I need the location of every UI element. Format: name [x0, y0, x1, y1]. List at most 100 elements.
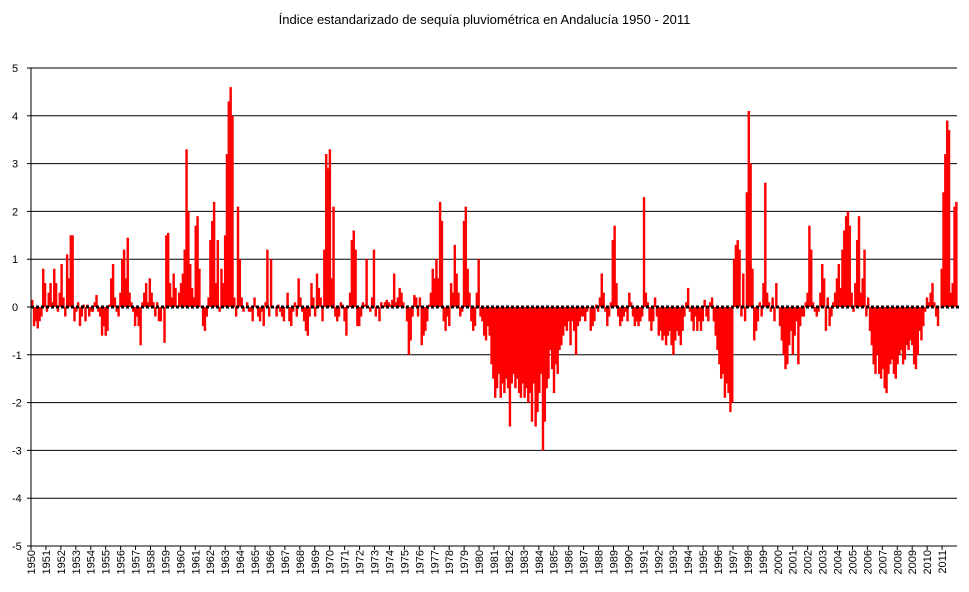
bar — [828, 307, 831, 327]
bar — [245, 302, 249, 307]
x-tick-label: 1951 — [41, 550, 53, 574]
bar — [613, 225, 616, 307]
bar — [640, 307, 644, 317]
bar — [324, 154, 328, 307]
bar — [554, 307, 558, 365]
bar — [218, 307, 221, 312]
bar — [582, 307, 585, 317]
bar — [405, 307, 409, 322]
bar — [878, 307, 881, 374]
x-tick-label: 1982 — [504, 550, 516, 574]
bar — [34, 307, 38, 322]
bar — [166, 232, 170, 307]
bar — [332, 206, 335, 307]
x-tick-label: 1950 — [26, 550, 38, 574]
bar — [506, 307, 510, 389]
x-tick-label: 2005 — [847, 550, 859, 574]
bar — [936, 307, 940, 327]
bar — [291, 307, 295, 312]
bar — [275, 307, 278, 317]
bar — [844, 216, 848, 307]
bar — [648, 307, 651, 322]
x-tick-label: 1986 — [564, 550, 576, 574]
bar — [883, 307, 886, 389]
bar — [538, 307, 541, 394]
bar — [203, 307, 207, 331]
bar — [121, 259, 124, 307]
bar — [264, 302, 267, 307]
bar — [723, 307, 727, 398]
bar — [953, 206, 956, 307]
bar — [517, 307, 521, 394]
bar — [273, 307, 276, 308]
y-tick-label: -3 — [12, 445, 22, 457]
x-tick-label: 1964 — [235, 550, 247, 574]
bar — [593, 307, 596, 322]
bar — [468, 292, 471, 307]
bar — [600, 273, 603, 307]
bar — [354, 249, 357, 307]
bar — [830, 307, 833, 317]
bar — [629, 302, 633, 307]
bar — [310, 283, 313, 307]
bar — [734, 244, 738, 307]
bar — [848, 225, 852, 307]
bar — [685, 302, 688, 307]
bar — [672, 307, 675, 355]
bar — [690, 307, 694, 322]
bar — [585, 307, 589, 312]
bar — [334, 307, 337, 317]
bar — [692, 307, 695, 331]
x-tick-label: 1980 — [474, 550, 486, 574]
bar — [589, 307, 592, 331]
bar — [525, 307, 528, 389]
bar — [392, 273, 396, 307]
bar — [475, 292, 479, 307]
x-tick-label: 1996 — [713, 550, 725, 574]
bar — [352, 230, 355, 307]
y-tick-label: 5 — [12, 63, 18, 75]
bar — [87, 307, 91, 317]
bar — [710, 297, 714, 307]
x-tick-label: 1991 — [638, 550, 650, 574]
bar — [170, 297, 174, 307]
bar — [514, 307, 517, 389]
chart-title: Índice estandarizado de sequía pluviomét… — [278, 12, 691, 27]
bar — [870, 307, 874, 346]
bar — [539, 307, 543, 374]
bar — [65, 254, 69, 307]
bar — [339, 302, 343, 307]
bar — [97, 307, 100, 312]
bar — [369, 307, 372, 312]
bar — [106, 307, 109, 331]
bar — [126, 237, 129, 307]
bar — [403, 307, 407, 308]
bar — [797, 307, 800, 365]
bar — [911, 307, 914, 346]
bar — [100, 307, 104, 336]
x-tick-label: 1976 — [414, 550, 426, 574]
bar — [550, 307, 554, 370]
bar — [850, 292, 853, 307]
bar — [703, 299, 706, 307]
bar — [73, 307, 76, 322]
bar — [234, 307, 238, 317]
x-tick-label: 1994 — [683, 550, 695, 574]
bar — [473, 307, 477, 327]
x-tick-label: 1969 — [310, 550, 322, 574]
bar — [857, 216, 861, 307]
bar — [415, 297, 418, 307]
bar — [53, 268, 56, 307]
bar — [251, 307, 254, 322]
bar — [211, 220, 214, 307]
x-tick-label: 2008 — [892, 550, 904, 574]
bar — [67, 278, 71, 307]
bar — [192, 297, 196, 307]
bar — [416, 307, 420, 317]
bar — [854, 283, 857, 307]
bar — [84, 307, 87, 322]
bar — [449, 283, 453, 307]
bar — [471, 307, 475, 331]
bar — [130, 302, 133, 307]
bar — [618, 307, 622, 327]
